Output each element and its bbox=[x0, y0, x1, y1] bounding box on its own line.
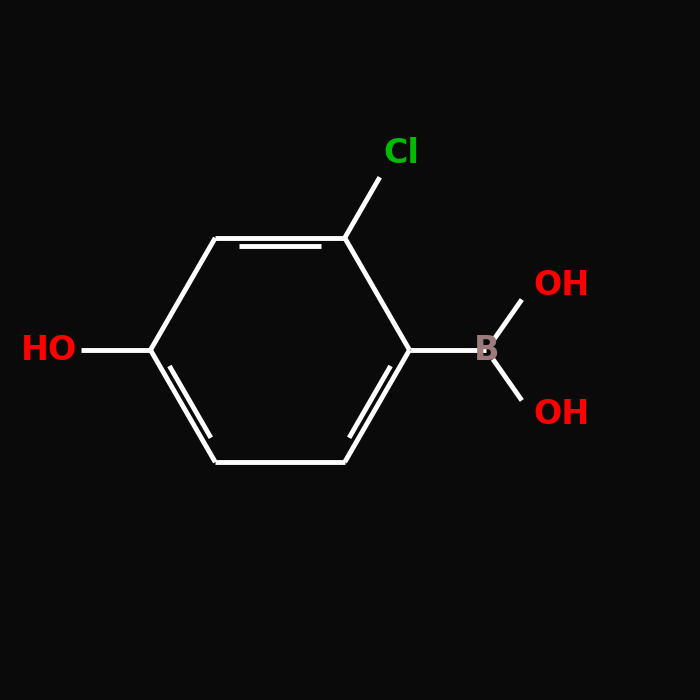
Text: B: B bbox=[474, 333, 499, 367]
Text: HO: HO bbox=[21, 333, 77, 367]
Text: Cl: Cl bbox=[384, 137, 419, 170]
Text: OH: OH bbox=[533, 270, 590, 302]
Text: OH: OH bbox=[533, 398, 590, 430]
